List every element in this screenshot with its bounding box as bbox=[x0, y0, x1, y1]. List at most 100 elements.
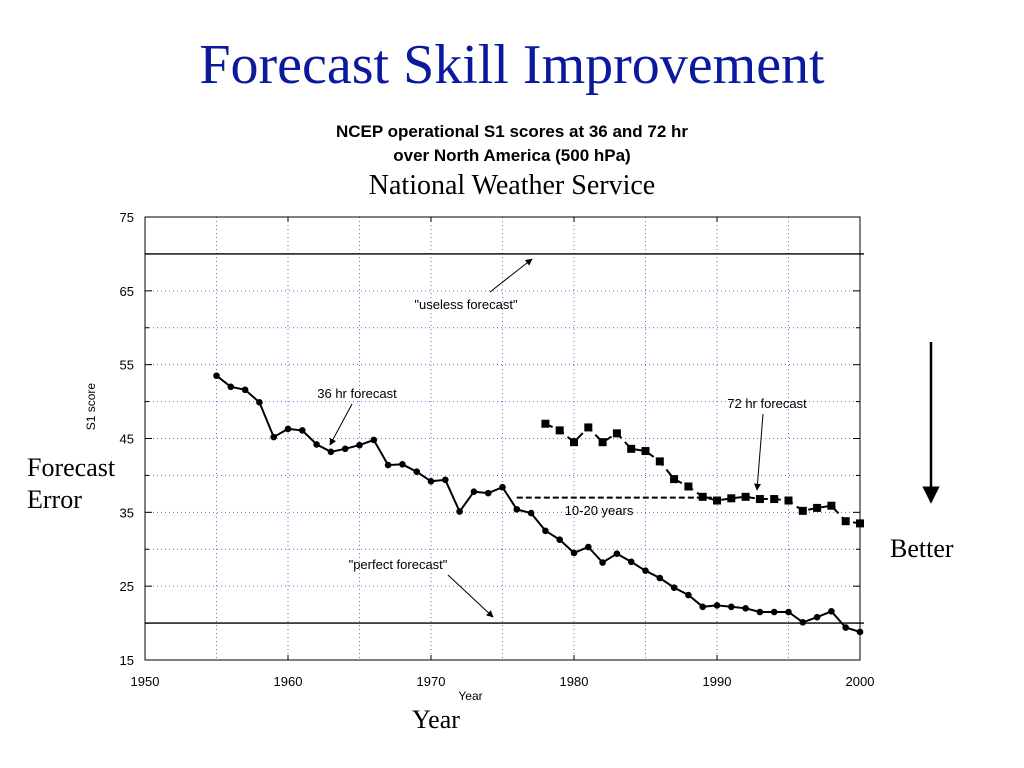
data-point-36hr bbox=[542, 527, 549, 535]
data-point-36hr bbox=[299, 427, 306, 434]
data-point-72hr bbox=[798, 506, 807, 515]
data-point-72hr bbox=[570, 438, 578, 447]
y-tick-label: 55 bbox=[120, 358, 134, 373]
chart-title-line2: over North America (500 hPa) bbox=[393, 146, 631, 165]
y-tick-label: 65 bbox=[120, 284, 134, 299]
data-point-36hr bbox=[656, 574, 664, 582]
data-point-72hr bbox=[655, 457, 664, 466]
data-point-36hr bbox=[241, 386, 249, 394]
grid-layer bbox=[145, 217, 860, 660]
forecast-72hr-arrow bbox=[754, 413, 764, 491]
useless-forecast-label: "useless forecast" bbox=[414, 297, 518, 312]
data-point-72hr bbox=[741, 492, 750, 501]
forecast-72hr-label: 72 hr forecast bbox=[727, 396, 807, 411]
data-point-36hr bbox=[713, 602, 721, 609]
x-tick-label: 1960 bbox=[274, 674, 303, 689]
better-label: Better bbox=[890, 534, 954, 563]
y-tick-label: 25 bbox=[120, 579, 134, 594]
data-point-36hr bbox=[370, 436, 378, 444]
data-point-72hr bbox=[698, 492, 707, 501]
forecast-36hr-arrow bbox=[329, 403, 353, 446]
data-point-36hr bbox=[642, 567, 649, 574]
y-axis-label: S1 score bbox=[84, 383, 98, 431]
data-point-36hr bbox=[842, 624, 849, 631]
data-point-36hr bbox=[327, 448, 335, 456]
forecast-error-line1: Forecast bbox=[27, 453, 116, 482]
data-point-72hr bbox=[755, 495, 764, 504]
data-point-72hr bbox=[670, 475, 679, 484]
data-point-36hr bbox=[813, 613, 821, 621]
useless-forecast-arrow bbox=[489, 258, 533, 293]
data-point-36hr bbox=[356, 441, 363, 449]
data-point-36hr bbox=[270, 433, 278, 441]
forecast-error-line2: Error bbox=[27, 485, 82, 514]
reference-lines bbox=[145, 253, 864, 624]
data-point-36hr bbox=[256, 399, 263, 406]
data-point-36hr bbox=[585, 543, 592, 551]
x-tick-label: 1980 bbox=[560, 674, 589, 689]
data-point-36hr bbox=[570, 549, 578, 557]
data-point-36hr bbox=[799, 619, 807, 626]
data-point-36hr bbox=[413, 468, 421, 476]
chart-title: NCEP operational S1 scores at 36 and 72 … bbox=[0, 120, 1024, 168]
data-point-36hr bbox=[399, 461, 406, 468]
data-point-36hr bbox=[756, 608, 764, 616]
data-point-36hr bbox=[627, 558, 635, 566]
data-point-36hr bbox=[685, 591, 692, 599]
data-point-36hr bbox=[442, 476, 449, 484]
y-tick-label: 35 bbox=[120, 505, 134, 520]
x-tick-label: 1970 bbox=[417, 674, 446, 689]
data-point-72hr bbox=[727, 494, 736, 503]
x-tick-label: 1990 bbox=[703, 674, 732, 689]
x-tick-label: 1950 bbox=[131, 674, 160, 689]
data-point-72hr bbox=[784, 496, 793, 505]
y-tick-label: 45 bbox=[120, 432, 134, 447]
year-caption: Year bbox=[412, 705, 460, 734]
axes: 1950 1960 1970 1980 1990 2000 15 25 35 45 55 65 75 Ye… bbox=[84, 210, 874, 703]
data-point-72hr bbox=[770, 495, 779, 504]
data-point-36hr bbox=[513, 506, 521, 513]
data-point-72hr bbox=[684, 482, 693, 491]
annotations: "useless forecast" "perfect forecast" 36… bbox=[317, 258, 940, 618]
data-point-36hr bbox=[456, 508, 463, 515]
data-point-72hr bbox=[612, 429, 621, 438]
data-point-36hr bbox=[527, 509, 535, 517]
data-point-72hr bbox=[541, 419, 550, 428]
forecast-36hr-label: 36 hr forecast bbox=[317, 386, 397, 401]
data-point-36hr bbox=[470, 488, 478, 495]
data-point-72hr bbox=[627, 444, 636, 453]
slide-title: Forecast Skill Improvement bbox=[199, 34, 825, 96]
data-point-36hr bbox=[670, 584, 678, 591]
data-point-36hr bbox=[728, 603, 735, 611]
data-point-36hr bbox=[785, 608, 792, 616]
series-layer bbox=[213, 372, 864, 636]
chart-title-line1: NCEP operational S1 scores at 36 and 72 … bbox=[335, 122, 689, 141]
data-point-36hr bbox=[499, 483, 506, 491]
data-point-36hr bbox=[556, 536, 563, 543]
data-point-72hr bbox=[598, 438, 607, 447]
data-point-36hr bbox=[599, 559, 606, 566]
data-point-72hr bbox=[841, 517, 850, 526]
data-point-72hr bbox=[641, 447, 650, 456]
y-tick-label: 15 bbox=[120, 653, 134, 668]
data-point-36hr bbox=[699, 603, 706, 611]
data-point-36hr bbox=[227, 383, 235, 391]
y-tick-label: 75 bbox=[120, 210, 134, 225]
data-point-72hr bbox=[584, 423, 593, 432]
perfect-forecast-label: "perfect forecast" bbox=[349, 557, 448, 572]
data-point-36hr bbox=[384, 461, 392, 469]
forecast-error-label: Forecast Error bbox=[27, 452, 115, 516]
chart-subtitle: National Weather Service bbox=[368, 170, 656, 201]
data-point-36hr bbox=[427, 478, 435, 485]
data-point-72hr bbox=[827, 501, 836, 510]
data-point-72hr bbox=[813, 503, 822, 512]
data-point-36hr bbox=[341, 445, 349, 453]
data-point-36hr bbox=[213, 372, 220, 380]
x-tick-label: 2000 bbox=[846, 674, 875, 689]
series-line-36hr bbox=[215, 374, 861, 633]
data-point-72hr bbox=[713, 496, 721, 505]
data-point-36hr bbox=[613, 550, 621, 557]
data-point-72hr bbox=[555, 426, 564, 435]
perfect-forecast-arrow bbox=[447, 574, 494, 618]
